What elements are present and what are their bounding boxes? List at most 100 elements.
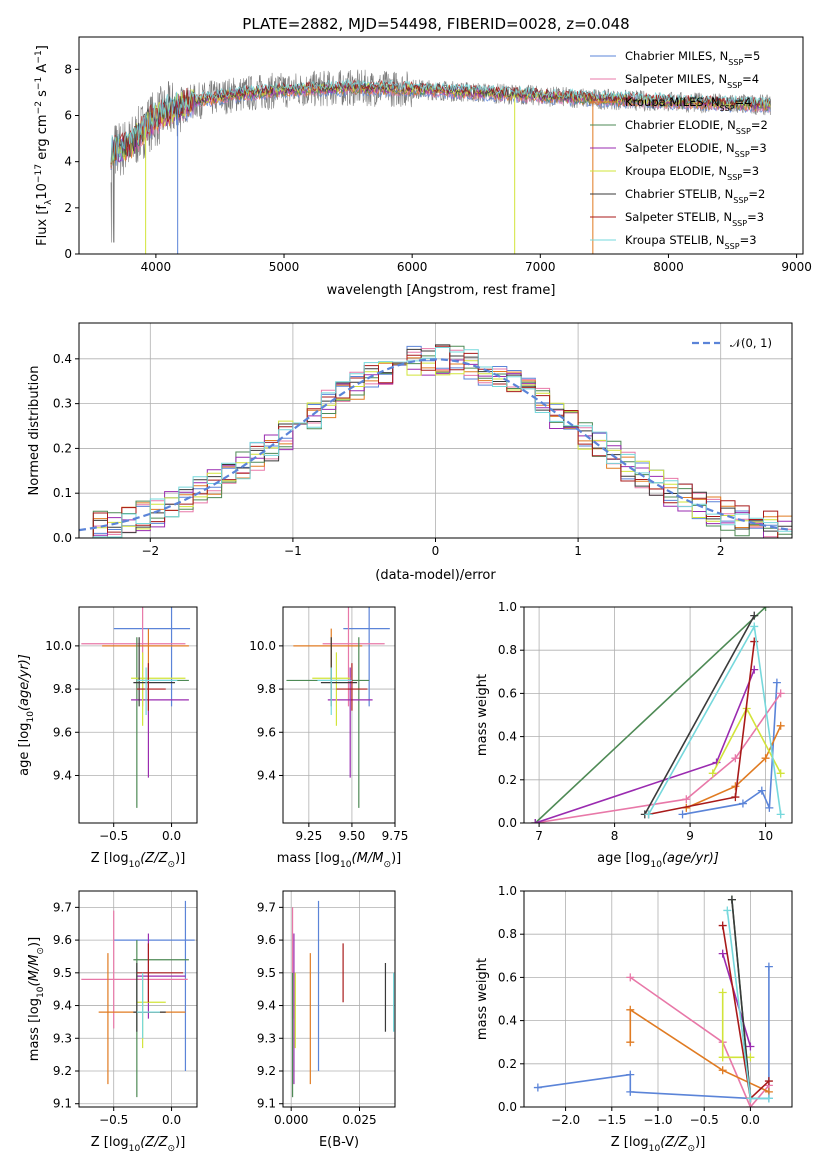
errorbar-point-2 [81, 607, 186, 707]
y-tick-label: 0.1 [53, 486, 72, 500]
y-tick-label: 0 [64, 247, 72, 261]
y-axis-label: age [log10(age/yr)] [17, 654, 36, 776]
x-tick-label: 0.0 [741, 1113, 760, 1127]
mass-weight-series-1 [682, 682, 778, 816]
z-mass-panel-axes: −0.5 0.0 9.1 9.2 9.3 9.4 9.5 9.6 9.7 Z [log10(Z/Z… [27, 890, 198, 1154]
y-tick-label: 0.3 [53, 397, 72, 411]
y-axis-label: mass weight [475, 958, 490, 1040]
ebv-mass-panel-axes: 0.000 0.025 9.1 9.2 9.3 9.4 9.5 9.6 9.7 E(B-V) [257, 890, 396, 1150]
mass-weight-marker [718, 988, 727, 997]
mass-weight-marker [776, 769, 785, 778]
mass-weight-marker [761, 754, 770, 763]
mass-age-panel-frame [282, 606, 396, 824]
x-axis-label: E(B-V) [319, 1135, 359, 1150]
legend-entry: 𝒩(0, 1) [730, 336, 772, 350]
y-tick-label: 9.4 [53, 999, 72, 1013]
mass-weight-marker [776, 721, 785, 730]
model-spectrum-9 [110, 78, 771, 163]
age-massweight-panel-plot [531, 607, 785, 823]
mass-weight-marker [682, 795, 691, 804]
legend-entry: Chabrier STELIB, NSSP=2 [625, 187, 765, 205]
mass-weight-series-3 [629, 1008, 770, 1093]
spectrum-panel-axes: 4000 5000 6000 7000 8000 9000 0 2 4 6 8 wavelength … [34, 36, 812, 298]
y-tick-label: 4 [64, 155, 72, 169]
x-axis-label: Z [log10(Z/Z⊙)] [611, 1135, 706, 1154]
y-tick-label: 0.0 [498, 1100, 517, 1114]
x-tick-label: 4000 [141, 260, 172, 274]
ebv-mass-panel: 0.000 0.025 9.1 9.2 9.3 9.4 9.5 9.6 9.7 E(B-V) [257, 890, 396, 1150]
z-massweight-panel-grid [524, 890, 792, 1108]
legend-entry: Kroupa MILES, NSSP=4 [625, 95, 752, 113]
y-tick-label: 9.5 [257, 966, 276, 980]
x-tick-label: −0.5 [99, 1113, 128, 1127]
residual-panel-plot [79, 344, 792, 538]
errorbar-point-8 [336, 663, 368, 711]
mass-weight-marker [533, 1083, 542, 1092]
y-tick-label: 0.6 [498, 970, 517, 984]
y-tick-label: 8 [64, 62, 72, 76]
y-tick-label: 9.2 [257, 1064, 276, 1078]
mass-weight-marker [718, 1053, 727, 1062]
model-spectrum-1 [110, 85, 771, 171]
y-tick-label: 0.2 [498, 1057, 517, 1071]
y-tick-label: 10.0 [45, 639, 72, 653]
x-tick-label: 7000 [525, 260, 556, 274]
legend-entry: Kroupa STELIB, NSSP=3 [625, 233, 757, 251]
x-tick-label: 8 [611, 829, 619, 843]
x-axis-label: Z [log10(Z/Z⊙)] [91, 1135, 186, 1154]
x-tick-label: −1.5 [597, 1113, 626, 1127]
errorbar-point-7 [133, 637, 176, 707]
z-massweight-panel: −2.0 −1.5 −1.0 −0.5 0.0 0.0 0.2 0.4 0.6 0.8 1.0 Z [… [475, 884, 793, 1154]
mass-weight-marker [757, 786, 766, 795]
y-tick-label: 0.8 [498, 643, 517, 657]
x-tick-label: −1 [284, 544, 302, 558]
mass-age-panel: 9.25 9.50 9.75 9.4 9.6 9.8 10.0 mass [log10(M/M… [249, 606, 408, 870]
y-tick-label: 9.1 [257, 1097, 276, 1111]
z-mass-panel-grid [79, 891, 197, 1107]
y-axis-label-group: age [log10(age/yr)] [17, 654, 36, 776]
mass-weight-series-7 [644, 615, 756, 815]
errorbar-point-1 [113, 900, 195, 1071]
mass-weight-series-2 [535, 692, 782, 823]
x-tick-label: 9.25 [295, 829, 322, 843]
residual-histogram-9 [79, 347, 792, 538]
x-tick-label: 0.0 [162, 1113, 181, 1127]
y-tick-label: 9.7 [257, 900, 276, 914]
errorbar-point-2 [81, 910, 188, 1029]
errorbar-point-4 [133, 940, 189, 1098]
x-axis-label: wavelength [Angstrom, rest frame] [327, 283, 556, 298]
age-massweight-panel: 7 8 9 10 0.0 0.2 0.4 0.6 0.8 1.0 age [log10(age/yr… [475, 600, 793, 870]
y-tick-label: 9.3 [53, 1031, 72, 1045]
mass-weight-marker [718, 921, 727, 930]
x-tick-label: 6000 [397, 260, 428, 274]
x-tick-label: 5000 [269, 260, 300, 274]
x-tick-label: 0.0 [162, 829, 181, 843]
mass-weight-marker [731, 754, 740, 763]
y-tick-label: 1.0 [498, 884, 517, 898]
y-tick-label: 0.0 [53, 531, 72, 545]
mass-weight-marker [718, 1066, 727, 1075]
y-tick-label: 9.4 [53, 768, 72, 782]
mass-weight-marker [626, 1005, 635, 1014]
y-tick-label: 9.3 [257, 1031, 276, 1045]
y-axis-label-group: Flux [fλ10−17 erg cm−2 s−1 A−1] [34, 45, 54, 246]
y-axis-label: mass [log10(M/M⊙)] [27, 937, 46, 1061]
errorbar-point-1 [113, 607, 191, 707]
mass-age-panel-axes: 9.25 9.50 9.75 9.4 9.6 9.8 10.0 mass [log10(M/M… [249, 606, 408, 870]
z-massweight-panel-plot [533, 895, 773, 1107]
x-tick-label: 9000 [781, 260, 812, 274]
mass-weight-marker [626, 973, 635, 982]
y-axis-label: mass weight [475, 674, 490, 756]
errorbar-point-8 [136, 663, 166, 711]
y-tick-label: 1.0 [498, 600, 517, 614]
x-tick-label: 9 [686, 829, 694, 843]
y-tick-label: 9.4 [257, 999, 276, 1013]
z-age-panel-plot [81, 607, 191, 808]
mass-weight-marker [678, 810, 687, 819]
legend-entry: Salpeter STELIB, NSSP=3 [625, 210, 764, 228]
mass-weight-marker [738, 799, 747, 808]
mass-weight-marker [626, 1087, 635, 1096]
y-tick-label: 9.2 [53, 1064, 72, 1078]
y-tick-label: 9.6 [53, 725, 72, 739]
legend-entry: Chabrier ELODIE, NSSP=2 [625, 118, 768, 136]
